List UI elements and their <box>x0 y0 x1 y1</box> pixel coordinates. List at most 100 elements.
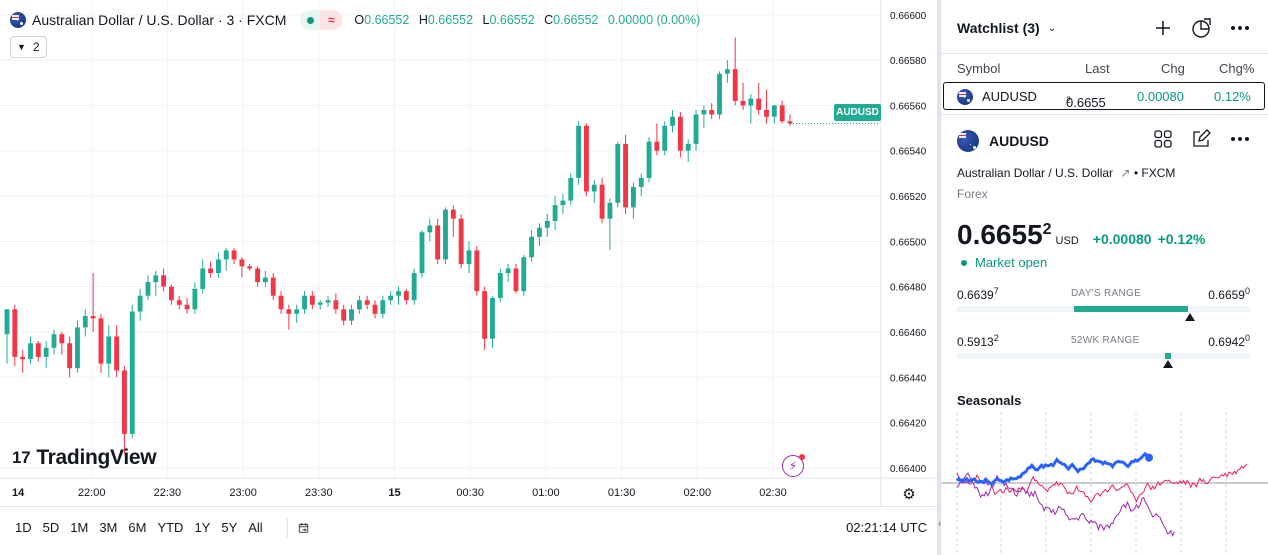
candle-body <box>717 73 722 115</box>
tradingview-logo[interactable]: 17 TradingView <box>12 446 157 470</box>
ohlc-change: 0.00000 (0.00%) <box>607 13 701 27</box>
column-symbol[interactable]: Symbol <box>957 61 1001 76</box>
ohlc-values: O0.66552 H0.66552 L0.66552 C0.66552 0.00… <box>354 13 706 27</box>
add-symbol-icon[interactable] <box>1151 16 1175 40</box>
gear-icon[interactable]: ⚙ <box>902 486 916 503</box>
candle-body <box>709 109 715 115</box>
advanced-view-icon[interactable] <box>1189 16 1213 40</box>
x-tick-label: 02:00 <box>684 487 712 499</box>
candle-body <box>278 295 284 310</box>
range-6m-button[interactable]: 6M <box>128 520 147 535</box>
price-chart[interactable]: 0.66600 0.66580 0.66560 0.66540 0.66520 0.665… <box>0 0 937 506</box>
candle-body <box>169 286 174 301</box>
range-5y-button[interactable]: 5Y <box>221 520 238 535</box>
candle-body <box>599 184 605 219</box>
calendar-range-icon[interactable] <box>286 517 309 538</box>
range-all-button[interactable]: All <box>248 520 263 535</box>
utc-clock[interactable]: 02:21:14 UTC <box>846 520 927 535</box>
range-1m-button[interactable]: 1M <box>70 520 89 535</box>
chevron-left-icon[interactable]: ‹ <box>938 518 942 530</box>
days-range-high-main: 0.6659 <box>1208 288 1245 302</box>
candle-body <box>59 334 65 344</box>
range-ytd-button[interactable]: YTD <box>157 520 184 535</box>
watchlist-row-symbol: AUDUSD <box>982 89 1037 104</box>
candle-body <box>294 309 300 314</box>
candle-body <box>255 268 260 283</box>
candle-body <box>364 300 370 305</box>
y-tick-label: 0.66420 <box>890 419 927 430</box>
details-symbol-text: AUDUSD <box>989 133 1049 149</box>
candle-body <box>552 205 558 221</box>
candle-body <box>145 282 151 296</box>
candle-body <box>623 143 628 208</box>
week52-range-label: 52WK RANGE <box>1071 335 1140 346</box>
column-chg-pct[interactable]: Chg% <box>1219 61 1255 76</box>
edit-note-icon[interactable] <box>1189 127 1213 151</box>
market-status[interactable]: Market open <box>961 255 1047 270</box>
candle-body <box>176 300 182 305</box>
y-tick-label: 0.66580 <box>890 56 927 67</box>
candle-body <box>685 143 691 151</box>
details-price-sup: 2 <box>1042 221 1052 238</box>
range-3m-button[interactable]: 3M <box>99 520 118 535</box>
x-tick-label: 22:00 <box>78 487 106 499</box>
details-currency: USD <box>1055 235 1079 247</box>
candle-body <box>756 98 762 110</box>
last-price-label: AUDUSD <box>834 104 881 121</box>
panel-divider[interactable] <box>937 0 940 555</box>
seasonals-chart[interactable] <box>941 412 1268 555</box>
column-chg[interactable]: Chg <box>1161 61 1185 76</box>
tradingview-logo-icon: 17 <box>12 448 31 467</box>
week52-range-high-sup: 0 <box>1244 333 1250 343</box>
ohlc-low-key: L <box>482 13 490 27</box>
symbol-title[interactable]: Australian Dollar / U.S. Dollar · 3 · FX… <box>32 12 287 28</box>
indicators-toggle-button[interactable]: ▼ 2 <box>10 36 47 58</box>
candle-body <box>787 121 793 124</box>
symbol-legend: Australian Dollar / U.S. Dollar · 3 · FX… <box>10 10 706 30</box>
details-symbol[interactable]: AUDUSD <box>957 130 1049 152</box>
candle-body <box>200 268 206 289</box>
watchlist-row[interactable]: AUDUSD 0.6655 2 0.00080 0.12% <box>943 82 1265 110</box>
seasonals-series-2 <box>956 472 1175 538</box>
external-link-icon[interactable]: ↗ <box>1120 166 1131 180</box>
days-range-marker-icon <box>1185 313 1196 321</box>
range-1y-button[interactable]: 1Y <box>194 520 211 535</box>
seasonals-title[interactable]: Seasonals <box>957 393 1022 408</box>
x-tick-label: 23:30 <box>305 487 333 499</box>
layout-grid-icon[interactable] <box>1151 127 1175 151</box>
lightning-icon[interactable]: ⚡ <box>782 454 805 477</box>
candle-body <box>184 304 190 310</box>
market-status-pill[interactable]: ≈ <box>300 10 343 30</box>
right-panel: Watchlist (3) ⌄ Symbol Last Chg Chg% AUD… <box>941 0 1268 555</box>
candle-body <box>583 125 589 192</box>
x-tick-label: 15 <box>388 487 400 499</box>
column-last[interactable]: Last <box>1085 61 1110 76</box>
candle-body <box>75 327 80 369</box>
range-1d-button[interactable]: 1D <box>15 520 32 535</box>
days-range-label: DAY'S RANGE <box>1071 288 1142 299</box>
candle-body <box>670 116 675 126</box>
chart-panel[interactable]: 0.66600 0.66580 0.66560 0.66540 0.66520 0.665… <box>0 0 937 555</box>
more-options-icon[interactable] <box>1228 16 1252 40</box>
days-range: 0.66397 DAY'S RANGE 0.66590 <box>957 286 1250 321</box>
x-tick-label: 14 <box>12 487 25 499</box>
watchlist-title[interactable]: Watchlist (3) ⌄ <box>957 20 1056 36</box>
candle-body <box>411 273 417 301</box>
candle-body <box>239 259 245 267</box>
candle-body <box>724 69 730 74</box>
candle-body <box>482 291 488 339</box>
candle-body <box>333 300 339 310</box>
candle-body <box>568 177 574 201</box>
candle-body <box>427 225 433 233</box>
candle-body <box>35 343 41 357</box>
range-5d-button[interactable]: 5D <box>42 520 60 535</box>
candle-body <box>161 275 167 287</box>
more-options-icon[interactable] <box>1228 127 1252 151</box>
week52-range-fill <box>1164 353 1171 359</box>
week52-range-low-main: 0.5913 <box>957 335 994 349</box>
candle-body <box>380 300 386 314</box>
candle-body <box>106 336 112 364</box>
candle-body <box>302 295 307 310</box>
y-tick-label: 0.66540 <box>890 147 927 158</box>
y-tick-label: 0.66520 <box>890 192 927 203</box>
